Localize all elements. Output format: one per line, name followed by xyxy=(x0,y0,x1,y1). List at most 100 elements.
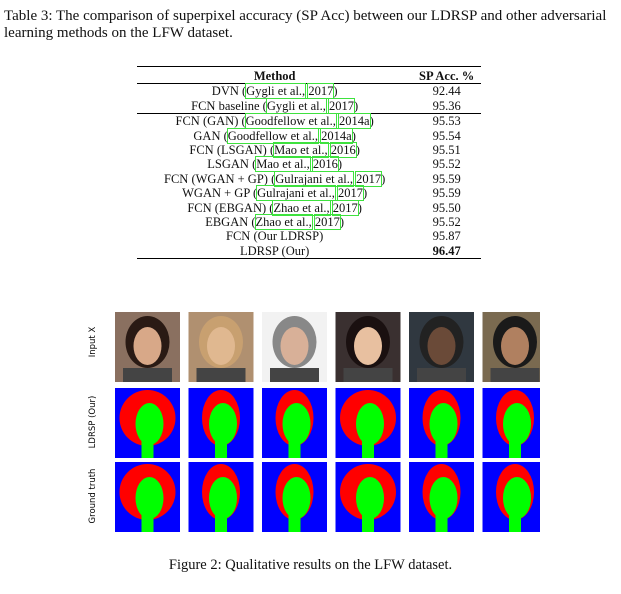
face-region xyxy=(209,477,237,519)
method-cell: FCN (LSGAN) (Mao et al., 2016) xyxy=(137,142,412,159)
method-text: FCN (GAN) ( xyxy=(175,114,246,129)
face-region xyxy=(135,477,164,519)
neck-region xyxy=(435,514,448,532)
method-cell: DVN (Gygli et al., 2017) xyxy=(137,83,412,100)
citation-link[interactable]: Gygli et al., xyxy=(265,97,327,114)
citation-link[interactable]: Gulrajani et al., xyxy=(256,185,336,202)
table-row: DVN (Gygli et al., 2017) 92.44 xyxy=(137,83,481,100)
face xyxy=(133,327,162,365)
accuracy-cell: 95.54 xyxy=(432,128,461,143)
accuracy-cell: 95.36 xyxy=(432,98,461,113)
accuracy-cell: 95.52 xyxy=(432,215,461,230)
accuracy-cell: 92.44 xyxy=(432,84,461,99)
citation-link[interactable]: 2014a xyxy=(320,127,353,144)
citation-link[interactable]: Mao et al., xyxy=(273,142,329,159)
citation-link[interactable]: 2014a xyxy=(338,113,371,130)
row-label: Ground truth xyxy=(88,469,98,524)
citation-link[interactable]: 2016 xyxy=(311,156,339,173)
table-row: GAN (Goodfellow et al., 2014a) 95.54 xyxy=(137,127,481,144)
face-region xyxy=(282,403,311,445)
neck-region xyxy=(141,440,154,458)
method-text: GAN ( xyxy=(193,128,228,143)
qualitative-figure: Input X LDRSP (Our) Ground truth xyxy=(88,312,540,532)
face-region xyxy=(135,403,164,445)
method-text: FCN (WGAN + GP) ( xyxy=(164,171,276,186)
citation-link[interactable]: 2017 xyxy=(355,170,383,187)
face-region xyxy=(503,403,531,445)
face-region xyxy=(429,403,458,445)
method-cell: WGAN + GP (Gulrajani et al., 2017) xyxy=(137,185,412,202)
citation-link[interactable]: Zhao et al., xyxy=(254,214,313,231)
table-row: FCN (EBGAN) (Zhao et al., 2017) 95.50 xyxy=(137,199,481,216)
accuracy-cell: 95.51 xyxy=(432,143,461,158)
method-text: ) xyxy=(337,157,343,172)
header-cell: Method xyxy=(137,65,413,85)
accuracy-cell: 96.47 xyxy=(412,243,481,260)
table-row: LSGAN (Mao et al., 2016) 95.52 xyxy=(137,156,481,173)
method-cell: LSGAN (Mao et al., 2016) xyxy=(137,156,412,173)
face-region xyxy=(356,477,384,519)
citation-link[interactable]: 2017 xyxy=(336,185,364,202)
citation-link[interactable]: Goodfellow et al., xyxy=(244,113,337,130)
table-row: EBGAN (Zhao et al., 2017) 95.52 xyxy=(137,214,481,231)
neck-region xyxy=(435,440,448,458)
citation-link[interactable]: Goodfellow et al., xyxy=(226,127,320,144)
header-row: Method SP Acc. % xyxy=(137,65,481,85)
method-text: ) xyxy=(353,98,359,113)
shoulders xyxy=(343,368,393,382)
accuracy-cell: 95.59 xyxy=(432,186,461,201)
table-row: FCN (GAN) (Goodfellow et al., 2014a) 95.5… xyxy=(137,113,481,130)
neck-region xyxy=(362,514,374,532)
method-cell: GAN (Goodfellow et al., 2014a) xyxy=(137,127,412,144)
method-text: WGAN + GP ( xyxy=(182,186,258,201)
face-region xyxy=(503,477,531,519)
method-cell: LDRSP (Our) xyxy=(137,243,413,260)
shoulders xyxy=(417,368,466,382)
face xyxy=(427,327,456,365)
face xyxy=(354,327,382,365)
face-region xyxy=(282,477,311,519)
citation-link[interactable]: 2017 xyxy=(307,83,335,100)
face-region xyxy=(356,403,384,445)
shoulders xyxy=(196,368,246,382)
method-text: LDRSP (Our) xyxy=(239,243,310,258)
neck-region xyxy=(215,514,227,532)
method-text: ) xyxy=(339,215,345,230)
method-text: DVN ( xyxy=(211,84,247,99)
neck-region xyxy=(141,514,154,532)
citation-link[interactable]: Mao et al., xyxy=(255,156,311,173)
method-cell: FCN (GAN) (Goodfellow et al., 2014a) xyxy=(137,113,413,130)
neck-region xyxy=(509,514,521,532)
citation-link[interactable]: 2017 xyxy=(313,214,341,231)
face xyxy=(501,327,529,365)
method-cell: FCN (EBGAN) (Zhao et al., 2017) xyxy=(137,199,412,216)
figure-caption: Figure 2: Qualitative results on the LFW… xyxy=(168,557,453,573)
citation-link[interactable]: Zhao et al., xyxy=(272,199,331,216)
citation-link[interactable]: 2017 xyxy=(327,97,355,114)
method-text: LSGAN ( xyxy=(207,157,257,172)
face-region xyxy=(429,477,458,519)
neck-region xyxy=(509,440,521,458)
face-region xyxy=(209,403,237,445)
accuracy-cell: 95.59 xyxy=(432,171,461,186)
results-table: Method SP Acc. % DVN (Gygli et al., 2017… xyxy=(137,65,481,260)
accuracy-cell: 95.50 xyxy=(432,200,461,215)
citation-link[interactable]: Gulrajani et al., xyxy=(274,170,354,187)
citation-link[interactable]: Gygli et al., xyxy=(245,83,307,100)
citation-link[interactable]: 2016 xyxy=(329,142,357,159)
table-row: FCN baseline (Gygli et al., 2017) 95.36 xyxy=(137,97,481,114)
table-row: LDRSP (Our) 96.47 xyxy=(137,243,481,260)
method-text: ) xyxy=(351,128,356,143)
accuracy-cell: 95.53 xyxy=(412,113,481,129)
citation-link[interactable]: 2017 xyxy=(331,199,359,216)
face xyxy=(280,327,309,365)
method-text: ) xyxy=(381,171,386,186)
neck-region xyxy=(215,440,227,458)
table-row: FCN (Our LDRSP) 95.87 xyxy=(137,229,481,243)
method-text: ) xyxy=(357,200,362,215)
method-text: FCN (EBGAN) ( xyxy=(187,200,274,215)
shoulders xyxy=(490,368,540,382)
method-text: ) xyxy=(362,186,368,201)
table-row: WGAN + GP (Gulrajani et al., 2017) 95.59 xyxy=(137,185,481,202)
